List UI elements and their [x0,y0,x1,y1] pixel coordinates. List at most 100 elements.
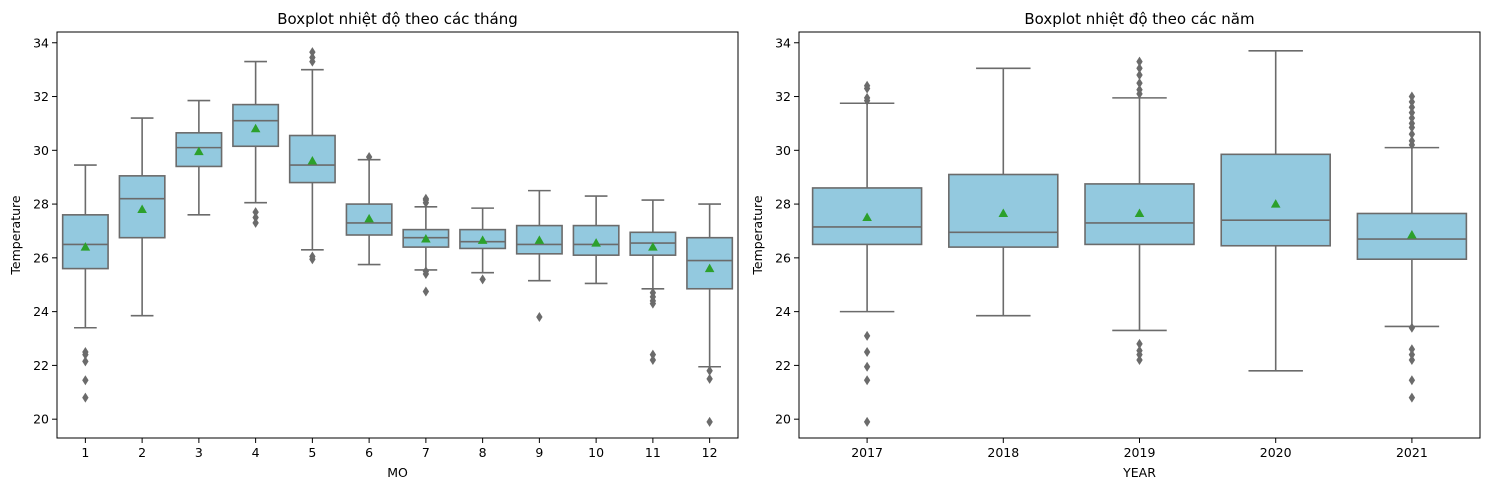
outlier-point [863,361,871,372]
outlier-point [1136,349,1143,360]
mean-marker [1270,199,1281,208]
iqr-box [1220,153,1331,247]
box-10 [572,195,620,285]
outlier-point [1408,322,1416,333]
outlier-point [649,349,657,360]
y-tick-label: 28 [33,197,49,212]
outlier-point [365,152,373,163]
x-tick-label: 4 [252,445,260,460]
x-tick-label: 3 [195,445,203,460]
outlier-point [1408,392,1416,403]
y-tick-label: 24 [33,304,49,319]
outlier-point [863,416,871,427]
y-tick-label: 30 [775,143,791,158]
y-axis-label: Temperature [8,195,23,275]
outlier-point [1408,102,1416,113]
mean-marker [998,208,1009,217]
mean-marker [862,212,872,222]
chart-title: Boxplot nhiệt độ theo các năm [1024,10,1254,28]
box-7 [402,193,450,297]
iqr-box [686,236,734,290]
x-tick-label: 2018 [987,445,1019,460]
outlier-point [82,356,89,367]
x-tick-label: 2020 [1260,445,1292,460]
outlier-point [1408,344,1416,355]
outlier-point [252,207,259,218]
x-tick-label: 6 [365,445,373,460]
outlier-point [1408,375,1416,386]
y-tick-label: 20 [775,412,791,427]
outlier-point [863,375,871,386]
x-tick-label: 1 [81,445,89,460]
y-tick-label: 20 [33,412,49,427]
x-tick-label: 11 [645,445,661,460]
outlier-point [1408,118,1416,129]
box-3 [175,99,223,216]
box-2018 [948,67,1059,317]
y-tick-label: 34 [775,35,791,50]
box-9 [515,189,563,323]
outlier-point [309,52,316,63]
outlier-point [1408,135,1416,146]
mean-marker [648,242,658,251]
outlier-point [82,375,89,386]
outlier-point [706,416,713,427]
mean-marker [477,235,488,244]
outlier-point [863,330,871,341]
outlier-point [536,312,543,323]
mean-marker [1407,230,1417,239]
box-2020 [1220,50,1331,372]
outlier-point [1136,63,1143,74]
box-12 [686,203,734,427]
outlier-point [479,274,486,285]
x-tick-label: 2019 [1124,445,1156,460]
outlier-point [706,365,713,376]
y-axis-label: Temperature [750,195,765,275]
outlier-point [1136,56,1143,67]
y-tick-label: 28 [775,197,791,212]
outlier-point [82,392,89,403]
outlier-point [82,349,89,360]
y-tick-label: 22 [775,358,791,373]
mean-marker [1134,208,1145,217]
plot-frame [798,31,1481,439]
outlier-point [1408,96,1416,107]
x-axis-label: MO [387,465,408,480]
box-11 [629,199,677,366]
iqr-box [572,224,620,256]
outlier-point [1408,129,1416,140]
box-5 [288,47,336,265]
box-4 [232,60,280,228]
box-2 [118,117,166,317]
box-2019 [1084,56,1195,366]
y-tick-label: 26 [33,250,49,265]
box-2017 [811,80,923,427]
y-tick-label: 22 [33,358,49,373]
outlier-point [706,373,713,384]
x-tick-label: 9 [535,445,543,460]
mean-marker [194,146,204,156]
iqr-box [61,214,109,270]
outlier-point [252,212,259,223]
mean-marker [534,235,545,244]
mean-marker [307,156,318,165]
y-tick-label: 24 [775,304,791,319]
x-tick-label: 10 [588,445,604,460]
outlier-point [1136,355,1143,366]
mean-marker [250,123,261,133]
outlier-point [422,286,430,297]
y-tick-label: 32 [33,89,49,104]
box-1 [61,164,109,403]
outlier-point [1136,338,1143,349]
x-tick-label: 7 [422,445,430,460]
x-tick-label: 8 [479,445,487,460]
y-tick-label: 26 [775,250,791,265]
outlier-point [649,355,657,366]
outlier-point [1408,113,1416,124]
outlier-point [1408,355,1416,366]
outlier-point [1136,70,1143,81]
box-8 [459,207,507,285]
outlier-point [863,92,871,103]
